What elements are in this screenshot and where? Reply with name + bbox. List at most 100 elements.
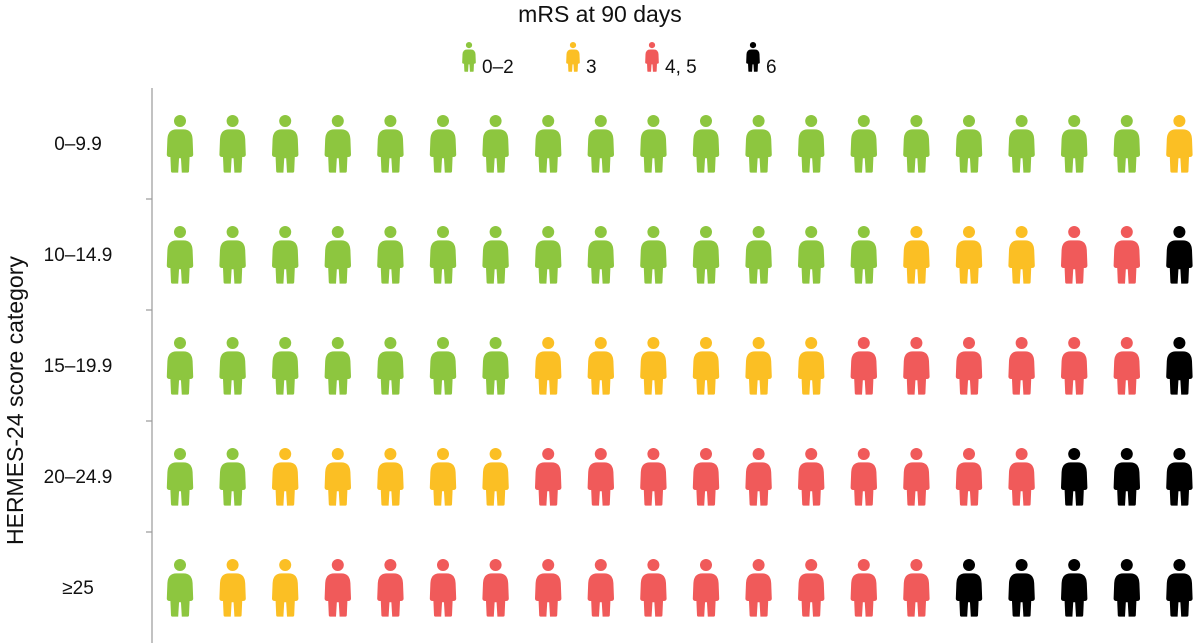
person-icon [850, 559, 877, 617]
person-icon [324, 115, 351, 173]
person-icon [1061, 226, 1088, 284]
person-icon [566, 42, 580, 72]
person-icon [692, 226, 720, 284]
person-icon [535, 226, 562, 284]
person-icon [377, 448, 404, 506]
person-icon [640, 337, 667, 395]
person-icon [1166, 337, 1193, 395]
person-icon [955, 337, 983, 395]
row-label: ≥25 [62, 578, 94, 599]
row-label: 15–19.9 [43, 356, 113, 377]
person-icon [377, 337, 404, 395]
person-icon [219, 115, 246, 173]
person-icon [587, 115, 614, 173]
person-icon [1061, 559, 1088, 617]
person-icon [377, 226, 404, 284]
person-icon [166, 226, 194, 284]
person-icon [1113, 226, 1140, 284]
person-icon [377, 559, 404, 617]
person-icon [745, 115, 772, 173]
person-icon [535, 448, 562, 506]
legend-label: 4, 5 [665, 57, 697, 78]
person-icon [587, 337, 614, 395]
person-icon [1008, 226, 1035, 284]
person-icon [692, 337, 720, 395]
person-icon [745, 226, 772, 284]
person-icon [272, 226, 299, 284]
person-icon [377, 115, 404, 173]
person-icon [1061, 115, 1088, 173]
person-icon [692, 115, 720, 173]
person-icon [166, 448, 194, 506]
person-icon [535, 559, 562, 617]
person-icon [482, 337, 509, 395]
person-icon [482, 115, 509, 173]
person-icon [482, 448, 509, 506]
person-icon [903, 448, 930, 506]
person-icon [746, 42, 760, 72]
person-icon [272, 559, 299, 617]
person-icon [903, 115, 930, 173]
person-icon [640, 448, 667, 506]
person-icon [640, 559, 667, 617]
person-icon [955, 559, 983, 617]
person-icon [166, 337, 194, 395]
person-icon [429, 559, 457, 617]
person-icon [429, 337, 457, 395]
person-icon [272, 448, 299, 506]
person-icon [482, 559, 509, 617]
person-icon [1166, 226, 1193, 284]
person-icon [429, 448, 457, 506]
person-icon [1008, 448, 1035, 506]
person-icon [587, 448, 614, 506]
legend-label: 3 [586, 57, 597, 78]
legend-label: 6 [766, 57, 777, 78]
person-icon [219, 559, 246, 617]
person-icon [587, 559, 614, 617]
person-icon [745, 448, 772, 506]
person-icon [1113, 115, 1140, 173]
person-icon [1166, 559, 1193, 617]
person-icon [462, 42, 476, 72]
person-icon [955, 115, 983, 173]
person-icon [692, 448, 720, 506]
person-icon [482, 226, 509, 284]
person-icon [1008, 559, 1035, 617]
person-icon [429, 115, 457, 173]
person-icon [324, 337, 351, 395]
person-icon [324, 448, 351, 506]
person-icon [1113, 337, 1140, 395]
person-icon [745, 559, 772, 617]
person-icon [587, 226, 614, 284]
person-icon [219, 448, 246, 506]
person-icon [219, 337, 246, 395]
person-icon [798, 337, 825, 395]
person-icon [1166, 448, 1193, 506]
person-icon [272, 337, 299, 395]
person-icon [324, 559, 351, 617]
person-icon [745, 337, 772, 395]
person-icon [850, 337, 877, 395]
person-icon [1008, 337, 1035, 395]
person-icon [798, 115, 825, 173]
person-icon [324, 226, 351, 284]
person-icon [798, 448, 825, 506]
person-icon [272, 115, 299, 173]
person-icon [1166, 115, 1193, 173]
person-icon [645, 42, 659, 72]
person-icon [535, 337, 562, 395]
person-icon [798, 226, 825, 284]
person-icon [1113, 559, 1140, 617]
person-icon [1008, 115, 1035, 173]
person-icon [219, 226, 246, 284]
person-icon [850, 448, 877, 506]
person-icon [640, 226, 667, 284]
person-icon [850, 226, 877, 284]
person-icon [692, 559, 720, 617]
person-icon [798, 559, 825, 617]
person-icon [903, 337, 930, 395]
person-icon [1113, 448, 1140, 506]
row-label: 0–9.9 [54, 134, 102, 155]
row-label: 20–24.9 [43, 467, 113, 488]
